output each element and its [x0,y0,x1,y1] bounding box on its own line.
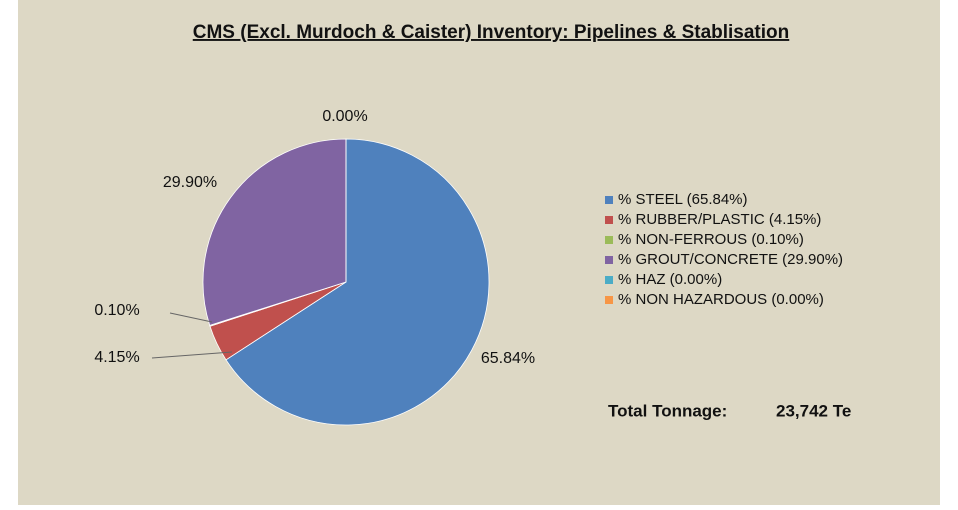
legend-swatch [605,236,613,244]
data-label: 0.00% [322,108,367,125]
data-label: 0.10% [94,302,139,319]
pie-slice [225,138,490,426]
legend-swatch [605,256,613,264]
legend-label: % NON HAZARDOUS (0.00%) [618,291,824,308]
annotation-value: 23,742 Te [776,401,851,420]
data-label: 65.84% [481,350,535,367]
legend-swatch [605,196,613,204]
legend-label: % STEEL (65.84%) [618,191,748,208]
annotation-label: Total Tonnage: [608,401,727,420]
legend-label: % GROUT/CONCRETE (29.90%) [618,251,843,268]
legend-swatch [605,216,613,224]
pie-slice [202,138,347,326]
legend-label: % HAZ (0.00%) [618,271,722,288]
leader-line [169,312,213,323]
leader-line [151,351,233,359]
data-label: 4.15% [94,349,139,366]
data-label: 29.90% [163,174,217,191]
legend-swatch [605,276,613,284]
legend-label: % NON-FERROUS (0.10%) [618,231,804,248]
chart-title: CMS (Excl. Murdoch & Caister) Inventory:… [193,22,790,43]
legend-label: % RUBBER/PLASTIC (4.15%) [618,211,821,228]
legend-swatch [605,296,613,304]
